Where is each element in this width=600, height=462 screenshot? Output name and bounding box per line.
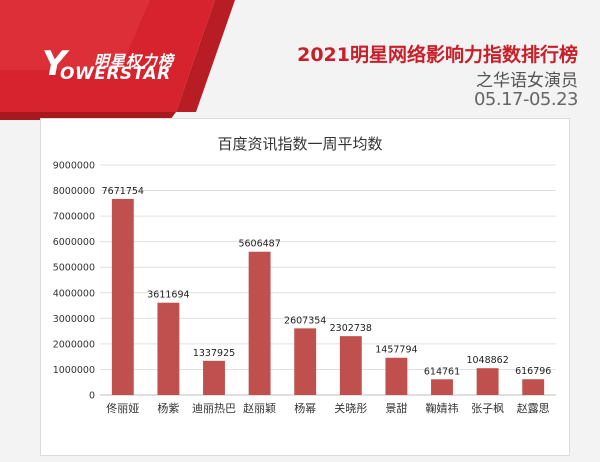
x-tick-label: 佟丽娅 [106, 401, 139, 415]
y-tick-label: 7000000 [53, 212, 95, 223]
x-tick-label: 杨幂 [294, 401, 316, 415]
x-tick-label: 鞠婧祎 [426, 401, 459, 415]
chart-title: 百度资讯指数一周平均数 [217, 135, 383, 153]
bar [248, 251, 271, 395]
logo-chinese: 明星权力榜 [94, 52, 175, 70]
y-tick-label: 4000000 [53, 288, 95, 299]
logo-english: OWERSTAR [60, 64, 171, 84]
data-label: 2607354 [284, 315, 326, 326]
y-tick-label: 6000000 [53, 237, 95, 248]
bar [294, 328, 317, 395]
y-tick-label: 0 [89, 391, 95, 402]
data-label: 1048862 [466, 355, 508, 366]
y-tick-label: 2000000 [53, 339, 95, 350]
data-label: 2302738 [330, 323, 372, 334]
data-label: 5606487 [238, 239, 280, 250]
x-tick-label: 景甜 [385, 402, 407, 415]
data-label: 3611694 [147, 290, 189, 301]
date-range: 05.17-05.23 [473, 89, 579, 110]
bar [111, 198, 134, 395]
data-label: 7671754 [102, 186, 144, 197]
y-tick-label: 1000000 [53, 365, 95, 376]
bar [431, 379, 453, 395]
data-label: 1337925 [193, 348, 235, 359]
data-label: 616796 [515, 366, 551, 377]
red-banner [0, 0, 235, 120]
bar [385, 357, 408, 395]
bar [157, 302, 180, 395]
y-tick-label: 8000000 [53, 186, 95, 197]
bar [339, 336, 362, 395]
data-label: 614761 [424, 366, 460, 377]
x-tick-label: 杨紫 [157, 401, 179, 415]
y-tick-label: 5000000 [53, 263, 95, 274]
page-subtitle: 之华语女演员 [476, 71, 578, 91]
x-tick-label: 赵露思 [517, 401, 550, 415]
x-tick-label: 关晓彤 [334, 401, 367, 415]
y-tick-label: 3000000 [53, 314, 95, 325]
bar [522, 379, 545, 395]
bar [476, 368, 499, 395]
data-label: 1457794 [375, 345, 417, 356]
x-tick-label: 迪丽热巴 [192, 402, 236, 415]
y-tick-label: 9000000 [53, 161, 95, 172]
bar [203, 360, 225, 395]
logo-initial: Y [42, 44, 67, 84]
x-tick-label: 张子枫 [471, 401, 504, 415]
x-tick-label: 赵丽颖 [243, 401, 276, 415]
page-title: 2021明星网络影响力指数排行榜 [297, 44, 578, 66]
